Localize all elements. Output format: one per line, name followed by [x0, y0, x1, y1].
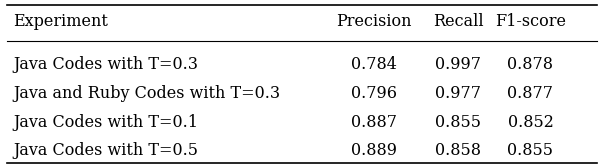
- Text: Java and Ruby Codes with T=0.3: Java and Ruby Codes with T=0.3: [13, 85, 280, 102]
- Text: Java Codes with T=0.3: Java Codes with T=0.3: [13, 56, 198, 73]
- Text: 0.997: 0.997: [435, 56, 481, 73]
- Text: 0.977: 0.977: [435, 85, 481, 102]
- Text: 0.887: 0.887: [351, 114, 397, 131]
- Text: Java Codes with T=0.1: Java Codes with T=0.1: [13, 114, 198, 131]
- Text: Experiment: Experiment: [13, 13, 108, 30]
- Text: 0.852: 0.852: [507, 114, 553, 131]
- Text: 0.855: 0.855: [507, 142, 553, 159]
- Text: Recall: Recall: [433, 13, 484, 30]
- Text: F1-score: F1-score: [495, 13, 566, 30]
- Text: 0.889: 0.889: [351, 142, 397, 159]
- Text: 0.784: 0.784: [351, 56, 397, 73]
- Text: 0.858: 0.858: [435, 142, 481, 159]
- Text: 0.877: 0.877: [507, 85, 553, 102]
- Text: Precision: Precision: [336, 13, 412, 30]
- Text: 0.855: 0.855: [435, 114, 481, 131]
- Text: Java Codes with T=0.5: Java Codes with T=0.5: [13, 142, 198, 159]
- Text: 0.878: 0.878: [507, 56, 553, 73]
- Text: 0.796: 0.796: [351, 85, 397, 102]
